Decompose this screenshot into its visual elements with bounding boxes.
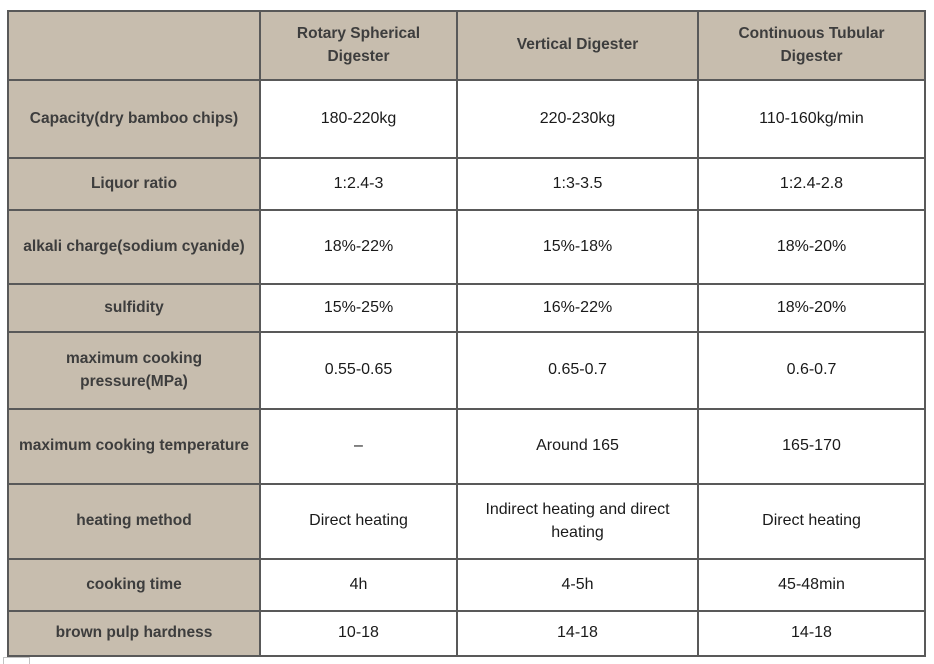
column-header-rotary-spherical: Rotary Spherical Digester	[259, 10, 458, 81]
value-cell: Around 165	[456, 408, 699, 485]
row-label-alkali-charge: alkali charge(sodium cyanide)	[7, 209, 261, 285]
row-label-heating-method: heating method	[7, 483, 261, 560]
row-label-max-temperature: maximum cooking temperature	[7, 408, 261, 485]
table-row-brown-pulp-hardness: brown pulp hardness 10-18 14-18 14-18	[7, 610, 926, 657]
row-label-sulfidity: sulfidity	[7, 283, 261, 333]
value-cell: 15%-18%	[456, 209, 699, 285]
row-label-brown-pulp-hardness: brown pulp hardness	[7, 610, 261, 657]
value-cell: 15%-25%	[259, 283, 458, 333]
table-row-heating-method: heating method Direct heating Indirect h…	[7, 483, 926, 560]
value-cell: 165-170	[697, 408, 926, 485]
table-row-liquor-ratio: Liquor ratio 1:2.4-3 1:3-3.5 1:2.4-2.8	[7, 157, 926, 211]
value-cell: 180-220kg	[259, 79, 458, 159]
row-label-cooking-time: cooking time	[7, 558, 261, 612]
value-cell: 18%-22%	[259, 209, 458, 285]
table-row-max-pressure: maximum cooking pressure(MPa) 0.55-0.65 …	[7, 331, 926, 410]
table-row-capacity: Capacity(dry bamboo chips) 180-220kg 220…	[7, 79, 926, 159]
table-row-max-temperature: maximum cooking temperature – Around 165…	[7, 408, 926, 485]
table-row-alkali-charge: alkali charge(sodium cyanide) 18%-22% 15…	[7, 209, 926, 285]
digester-comparison-table: Rotary Spherical Digester Vertical Diges…	[7, 10, 926, 657]
value-cell: 18%-20%	[697, 209, 926, 285]
value-cell: 10-18	[259, 610, 458, 657]
value-cell: 220-230kg	[456, 79, 699, 159]
table-row-sulfidity: sulfidity 15%-25% 16%-22% 18%-20%	[7, 283, 926, 333]
value-cell: 18%-20%	[697, 283, 926, 333]
value-cell: 1:2.4-3	[259, 157, 458, 211]
value-cell: 14-18	[697, 610, 926, 657]
row-label-liquor-ratio: Liquor ratio	[7, 157, 261, 211]
value-cell: 4h	[259, 558, 458, 612]
cropped-box-artifact	[3, 657, 30, 664]
row-label-capacity: Capacity(dry bamboo chips)	[7, 79, 261, 159]
column-header-continuous-tubular: Continuous Tubular Digester	[697, 10, 926, 81]
value-cell: 14-18	[456, 610, 699, 657]
value-cell: 1:2.4-2.8	[697, 157, 926, 211]
value-cell: 1:3-3.5	[456, 157, 699, 211]
column-header-vertical: Vertical Digester	[456, 10, 699, 81]
value-cell: 0.65-0.7	[456, 331, 699, 410]
value-cell: 0.6-0.7	[697, 331, 926, 410]
value-cell: Direct heating	[259, 483, 458, 560]
value-cell: 4-5h	[456, 558, 699, 612]
value-cell: –	[259, 408, 458, 485]
value-cell: 110-160kg/min	[697, 79, 926, 159]
value-cell: Indirect heating and direct heating	[456, 483, 699, 560]
header-row: Rotary Spherical Digester Vertical Diges…	[7, 10, 926, 81]
value-cell: 0.55-0.65	[259, 331, 458, 410]
row-label-max-pressure: maximum cooking pressure(MPa)	[7, 331, 261, 410]
value-cell: Direct heating	[697, 483, 926, 560]
value-cell: 45-48min	[697, 558, 926, 612]
table-row-cooking-time: cooking time 4h 4-5h 45-48min	[7, 558, 926, 612]
corner-header-cell	[7, 10, 261, 81]
value-cell: 16%-22%	[456, 283, 699, 333]
